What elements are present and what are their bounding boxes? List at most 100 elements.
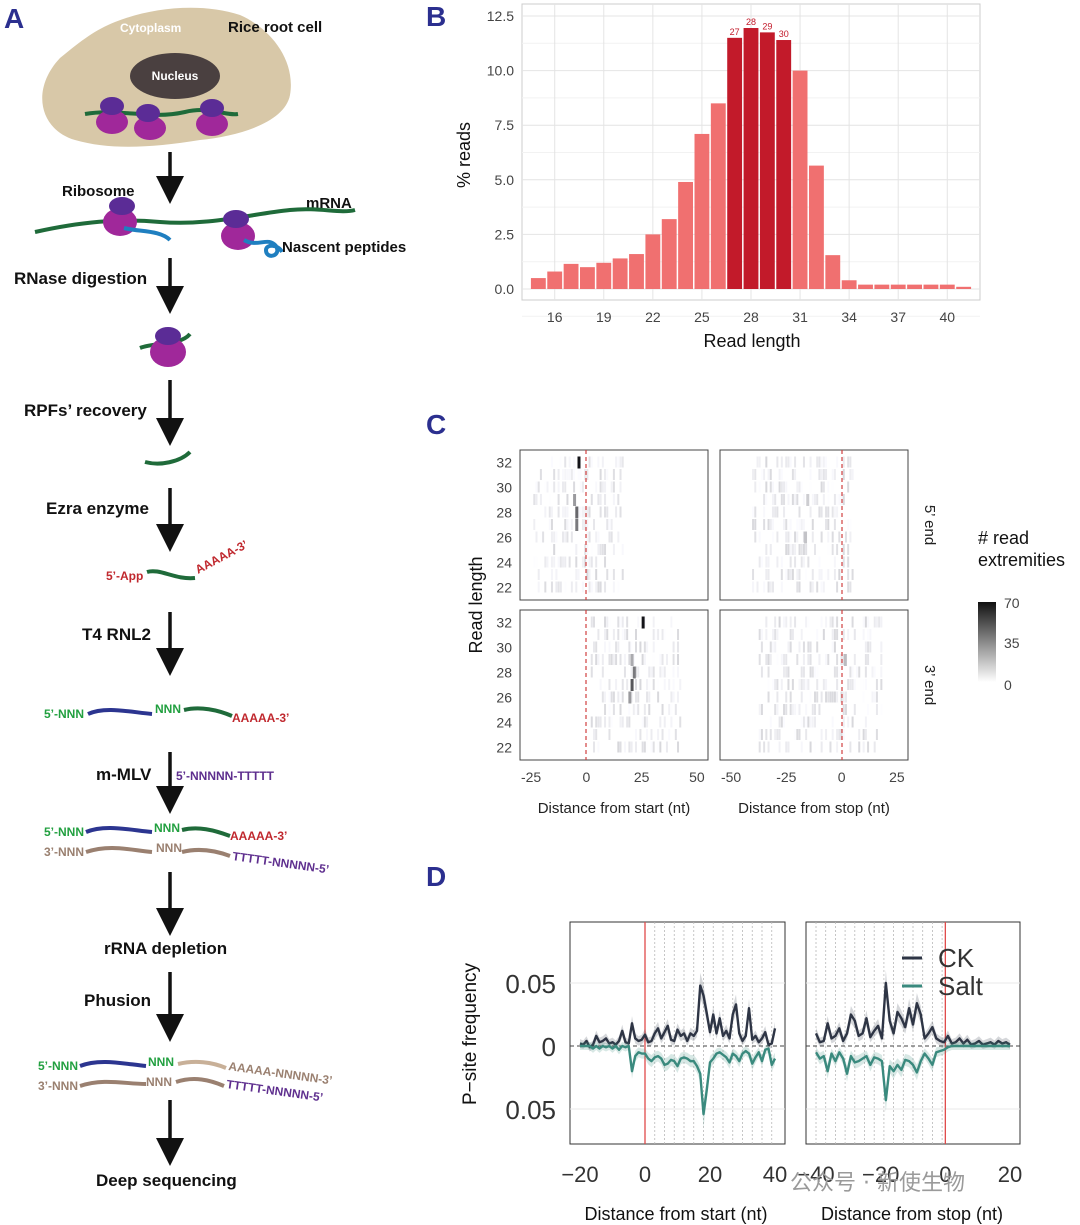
heatmap-cell [601,481,604,493]
heatmap-cell [787,544,790,555]
seq-nnn-5: NNN [146,1075,172,1089]
heatmap-cell [811,519,814,530]
seq-nnn5-2: 5’-NNN [44,825,84,839]
chart-d-x-title-left: Distance from start (nt) [584,1204,767,1224]
heatmap-x-tick-label: 0 [838,769,846,785]
heatmap-cell [827,544,830,555]
heatmap-cell [809,469,812,480]
heatmap-cell [635,704,638,715]
heatmap-cell [867,641,870,653]
heatmap-cell [818,704,821,715]
heatmap-cell [800,544,803,555]
heatmap-cell [615,456,618,468]
heatmap-cell [833,556,836,568]
heatmap-cell [789,704,792,715]
heatmap-cell [862,629,865,640]
heatmap-cell [827,506,830,518]
heatmap-cell [851,666,854,678]
heatmap-cell [798,531,801,543]
heatmap-cell [590,494,593,505]
heatmap-cell [612,581,615,593]
x-tick-label: 0 [639,1162,651,1187]
legend-ck: CK [938,943,975,973]
heatmap-cell [853,679,856,690]
heatmap-cell [771,481,774,493]
heatmap-cell [791,544,794,555]
heatmap-cell [833,691,836,703]
heatmap-cell [867,654,870,665]
heatmap-cell [623,629,626,640]
heatmap-cell [652,741,655,753]
heatmap-cell [836,456,839,468]
heatmap-cell [875,691,878,703]
heatmap-cell [588,506,591,518]
heatmap-cell [604,616,607,628]
chart-d-legend: CK Salt [902,943,984,1001]
heatmap-cell [604,494,607,505]
heatmap-cell [780,716,783,728]
heatmap-cell [630,654,634,666]
heatmap-cell [791,469,794,480]
heatmap-cell [592,641,595,653]
heatmap-cell [789,531,792,543]
heatmap-cell [794,556,797,568]
heatmap-cell [789,569,792,580]
heatmap-cell [847,481,850,493]
heatmap-cell [639,641,642,653]
heatmap-cell [862,741,865,753]
product-strand-2 [79,1079,147,1088]
heatmap-cell [818,456,821,468]
heatmap-cell [774,704,777,715]
heatmap-cell [798,569,801,580]
heatmap-cell [831,531,834,543]
heatmap-cell [842,691,845,703]
step-rnase: RNase digestion [14,269,147,288]
heatmap-cell [579,469,582,480]
heatmap-cell [765,494,768,505]
heatmap-cell [566,506,569,518]
heatmap-cell [760,729,763,740]
heatmap-cell [617,456,620,468]
heatmap-cell [562,556,565,568]
heatmap-cell [548,506,551,518]
heatmap-cell [776,654,779,665]
heatmap-cell [641,616,645,629]
heatmap-cell [776,691,779,703]
heatmap-cell [816,679,819,690]
heatmap-cell [606,494,609,505]
heatmap-cell [604,581,607,593]
heatmap-cell [763,519,766,530]
heatmap-cell [816,641,819,653]
heatmap-cell [604,506,607,518]
heatmap-cell [628,654,631,665]
heatmap-cell [842,729,845,740]
y-tick-label: 0 [542,1032,556,1062]
heatmap-cell [619,481,622,493]
heatmap-cell [533,519,536,530]
x-tick-label: 28 [743,309,759,325]
heatmap-cell [809,641,812,653]
heatmap-cell [606,519,609,530]
x-tick-label: 37 [890,309,906,325]
heatmap-cell [769,654,772,665]
bar [841,280,857,289]
heatmap-cell [820,616,823,628]
heatmap-cell [763,469,766,480]
heatmap-cell [825,729,828,740]
heatmap-cell [836,666,839,678]
heatmap-cell [833,519,836,530]
heatmap-cell [566,519,569,530]
heatmap-cell [617,691,620,703]
heatmap-cell [608,729,611,740]
heatmap-cell [804,531,808,544]
heatmap-cell [820,481,823,493]
heatmap-cell [875,679,878,690]
heatmap-cell [604,544,607,555]
heatmap-cell [800,666,803,678]
heatmap-cell [674,729,677,740]
heatmap-cell [615,679,618,690]
heatmap-cell [652,666,655,678]
heatmap-cell [677,641,680,653]
heatmap-cell [606,569,609,580]
